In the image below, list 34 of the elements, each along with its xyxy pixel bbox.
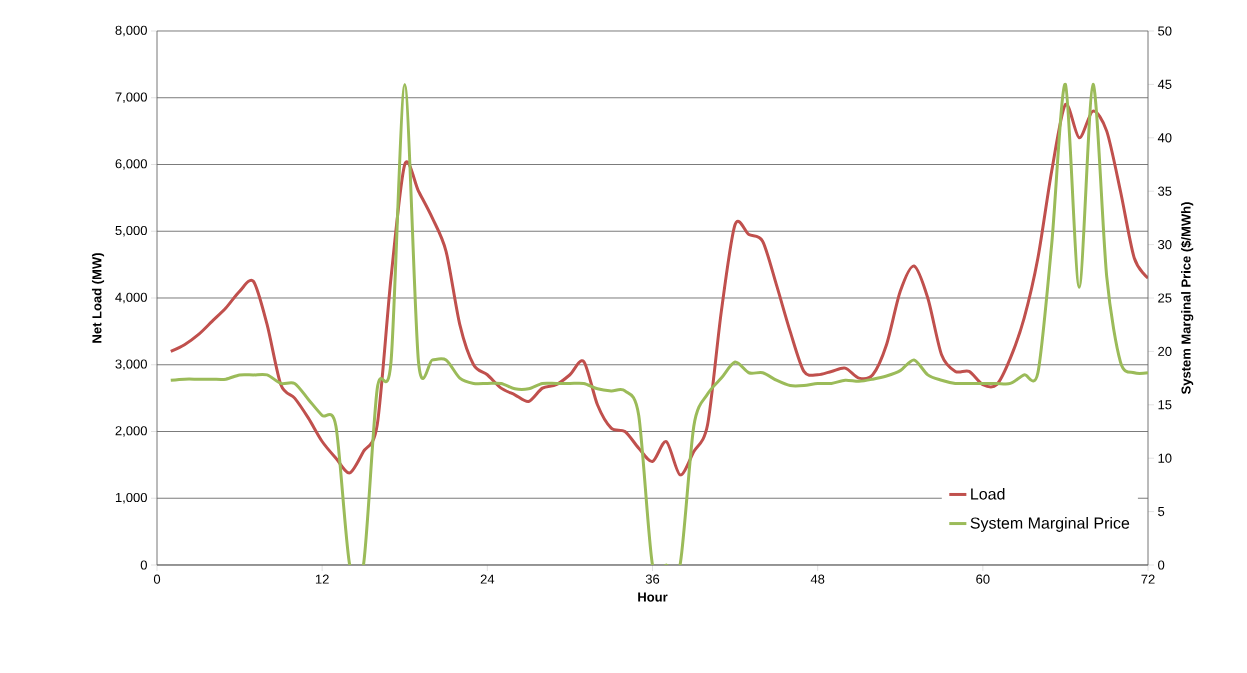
x-tick-label: 72 bbox=[1141, 574, 1155, 584]
y-tick-label: 8,000 bbox=[115, 25, 147, 37]
legend-label: System Marginal Price bbox=[970, 517, 1130, 532]
y-tick-label: 4,000 bbox=[115, 292, 147, 304]
y-tick-label: 0 bbox=[140, 560, 147, 570]
y-tick-label: 6,000 bbox=[115, 159, 147, 170]
y2-tick-label: 40 bbox=[1157, 133, 1172, 143]
x-tick-label: 48 bbox=[810, 574, 825, 584]
y-tick-label: 2,000 bbox=[115, 426, 147, 437]
line-series bbox=[169, 82, 1149, 565]
x-axis-title: Hour bbox=[638, 592, 668, 602]
y2-tick-label: 20 bbox=[1158, 346, 1172, 356]
y-tick-label: 1,000 bbox=[115, 492, 147, 504]
y-tick-label: 5,000 bbox=[115, 225, 147, 237]
y-axis-title: Net Load (MW) bbox=[91, 253, 105, 343]
x-tick-label: 60 bbox=[976, 574, 990, 584]
x-tick-label: 36 bbox=[645, 574, 660, 584]
y2-tick-label: 25 bbox=[1158, 293, 1172, 303]
y-tick-label: 7,000 bbox=[115, 92, 147, 104]
y2-axis-title: System Marginal Price ($/MWh) bbox=[1180, 202, 1194, 395]
line-series bbox=[169, 102, 1149, 477]
legend-label: Load bbox=[971, 487, 1005, 500]
y2-tick-label: 50 bbox=[1158, 26, 1172, 36]
y2-tick-label: 5 bbox=[1158, 507, 1165, 517]
y2-tick-label: 35 bbox=[1158, 186, 1172, 196]
y2-tick-label: 45 bbox=[1157, 79, 1172, 89]
x-tick-label: 0 bbox=[153, 574, 161, 584]
y2-tick-label: 30 bbox=[1158, 239, 1172, 250]
x-tick-label: 12 bbox=[315, 574, 329, 584]
y2-tick-label: 0 bbox=[1158, 560, 1165, 570]
y2-tick-label: 15 bbox=[1158, 400, 1172, 410]
y2-tick-label: 10 bbox=[1158, 453, 1172, 463]
x-tick-label: 24 bbox=[480, 574, 495, 584]
y-tick-label: 3,000 bbox=[115, 359, 147, 371]
